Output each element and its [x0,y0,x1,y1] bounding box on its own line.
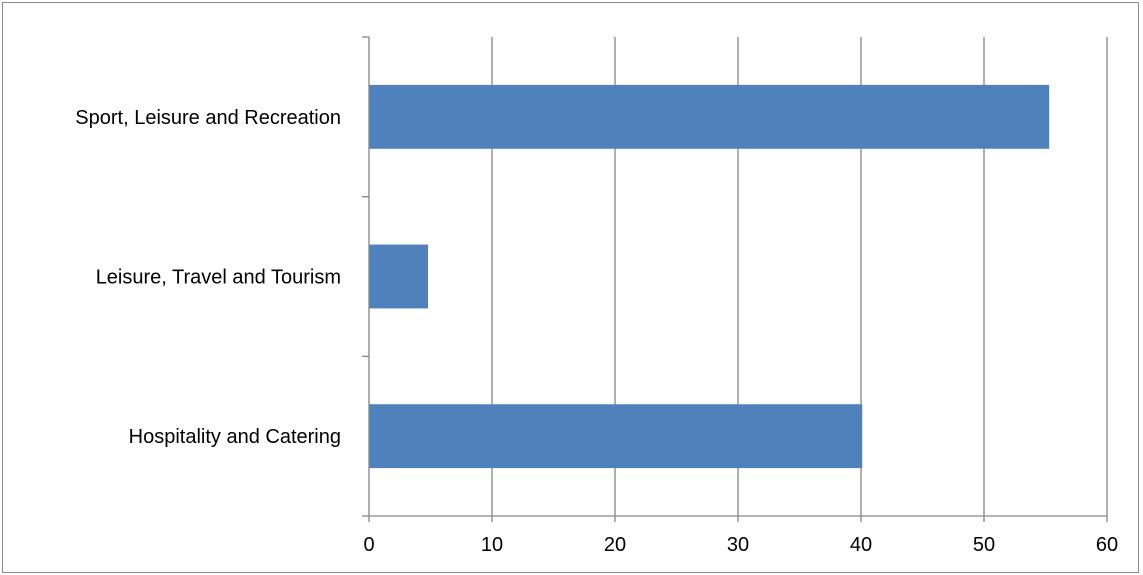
x-tick-label: 0 [363,534,374,556]
category-label: Hospitality and Catering [129,426,341,448]
x-tick-label: 20 [604,534,626,556]
axes [362,36,1108,522]
x-tick-label: 50 [973,534,995,556]
bars [369,84,1050,469]
bar [369,244,429,309]
bar [369,84,1050,149]
x-tick-label: 10 [481,534,503,556]
category-label: Sport, Leisure and Recreation [75,107,341,129]
labels: 0 10 20 30 40 50 60 Sport, Leisure and Recreati… [75,107,1118,556]
x-tick-label: 40 [850,534,872,556]
category-label: Leisure, Travel and Tourism [96,267,341,289]
x-tick-label: 30 [727,534,749,556]
bar [369,404,863,469]
x-tick-label: 60 [1096,534,1118,556]
